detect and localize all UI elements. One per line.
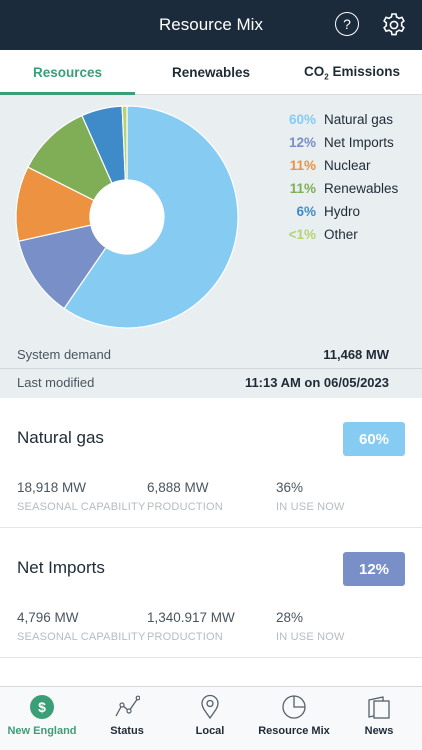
news-icon [368, 696, 390, 719]
nav-new-england[interactable]: $ New England [0, 687, 84, 750]
dollar-icon: $ [30, 695, 54, 719]
metric-value: 28% [276, 610, 304, 625]
last-modified-row: Last modified 11:13 AM on 06/05/2023 [0, 369, 422, 396]
resource-card-net-imports[interactable]: Net Imports 12% 4,796 MW SEASONAL CAPABI… [0, 528, 422, 658]
page-title: Resource Mix [159, 15, 263, 34]
metric-label: IN USE NOW [276, 631, 345, 643]
legend-pct: 6% [296, 204, 316, 219]
tab-renewables-label: Renewables [171, 65, 251, 80]
legend-item-hydro: 6% Hydro [272, 200, 422, 223]
resource-mix-donut-chart [15, 105, 239, 329]
svg-text:$: $ [38, 699, 46, 715]
card-title: Natural gas [17, 428, 104, 447]
nav-label: Resource Mix [258, 725, 330, 737]
tab-bar: Resources Renewables CO2 Emissions [0, 50, 422, 95]
metric-label: SEASONAL CAPABILITY [17, 501, 146, 513]
legend-item-other: <1% Other [272, 223, 422, 246]
percent-badge: 12% [343, 552, 405, 586]
divider [0, 368, 422, 369]
chart-legend: 60% Natural gas 12% Net Imports 11% Nucl… [272, 108, 422, 246]
gear-icon[interactable] [381, 12, 407, 38]
help-button[interactable]: ? [335, 12, 359, 36]
last-modified-value: 11:13 AM on 06/05/2023 [244, 375, 389, 390]
donut-hole [90, 180, 164, 254]
system-demand-label: System demand [17, 347, 111, 362]
map-pin-icon [201, 694, 219, 720]
legend-pct: 11% [289, 181, 316, 196]
metric-production: 1,340.917 MW PRODUCTION [147, 610, 235, 643]
metric-value: 1,340.917 MW [147, 610, 235, 625]
nav-local[interactable]: Local [168, 687, 252, 750]
metric-label: PRODUCTION [147, 501, 223, 513]
legend-label: Nuclear [324, 158, 371, 173]
legend-item-nuclear: 11% Nuclear [272, 154, 422, 177]
metric-value: 4,796 MW [17, 610, 79, 625]
legend-label: Hydro [324, 204, 361, 219]
nav-label: News [364, 725, 394, 737]
tab-co2-emissions[interactable]: CO2 Emissions [282, 50, 422, 95]
nav-resource-mix[interactable]: Resource Mix [252, 687, 336, 750]
question-icon: ? [343, 16, 351, 32]
percent-badge: 60% [343, 422, 405, 456]
legend-label: Other [324, 227, 358, 242]
legend-item-natural-gas: 60% Natural gas [272, 108, 422, 131]
legend-pct: 12% [288, 135, 316, 150]
metric-label: IN USE NOW [276, 501, 345, 513]
active-tab-indicator [0, 92, 135, 95]
metric-value: 6,888 MW [147, 480, 209, 495]
legend-pct: 60% [288, 112, 316, 127]
legend-item-net-imports: 12% Net Imports [272, 131, 422, 154]
nav-label: New England [7, 725, 77, 737]
metric-in-use-now: 36% IN USE NOW [276, 480, 345, 513]
metric-seasonal-capability: 4,796 MW SEASONAL CAPABILITY [17, 610, 146, 643]
nav-label: Local [195, 725, 225, 737]
legend-item-renewables: 11% Renewables [272, 177, 422, 200]
last-modified-label: Last modified [17, 375, 95, 390]
metric-label: PRODUCTION [147, 631, 223, 643]
metric-seasonal-capability: 18,918 MW SEASONAL CAPABILITY [17, 480, 146, 513]
app-header: Resource Mix ? [0, 0, 422, 50]
metric-production: 6,888 MW PRODUCTION [147, 480, 223, 513]
nav-status[interactable]: Status [85, 687, 169, 750]
legend-label: Renewables [324, 181, 399, 196]
tab-renewables[interactable]: Renewables [140, 50, 282, 95]
tab-co2-label: CO2 Emissions [304, 63, 400, 82]
bottom-nav: $ New England Status Local Resource Mix … [0, 686, 422, 750]
legend-label: Natural gas [324, 112, 394, 127]
card-title: Net Imports [17, 558, 105, 577]
legend-pct: 11% [289, 158, 316, 173]
tab-resources[interactable]: Resources [0, 50, 135, 95]
tab-resources-label: Resources [32, 65, 103, 80]
pie-chart-icon [282, 695, 306, 719]
metric-in-use-now: 28% IN USE NOW [276, 610, 345, 643]
resource-card-natural-gas[interactable]: Natural gas 60% 18,918 MW SEASONAL CAPAB… [0, 398, 422, 528]
legend-label: Net Imports [324, 135, 394, 150]
nav-news[interactable]: News [337, 687, 421, 750]
metric-label: SEASONAL CAPABILITY [17, 631, 146, 643]
nav-label: Status [110, 725, 144, 737]
legend-pct: <1% [288, 227, 316, 242]
system-demand-row: System demand 11,468 MW [0, 341, 422, 368]
status-chart-icon [115, 695, 140, 717]
metric-value: 18,918 MW [17, 480, 87, 495]
system-demand-value: 11,468 MW [323, 347, 389, 362]
metric-value: 36% [276, 480, 304, 495]
